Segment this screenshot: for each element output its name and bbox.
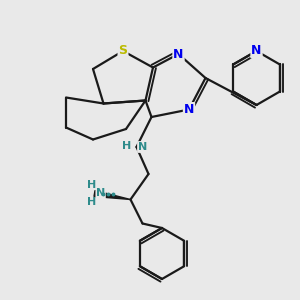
Text: N: N (184, 103, 194, 116)
Text: N: N (138, 142, 147, 152)
Text: N: N (251, 44, 262, 58)
Text: N: N (173, 47, 184, 61)
Text: H: H (87, 180, 96, 190)
Text: H: H (87, 197, 96, 207)
Text: H: H (122, 140, 131, 151)
Text: S: S (118, 44, 127, 58)
Text: N: N (96, 188, 105, 199)
Polygon shape (94, 190, 130, 200)
